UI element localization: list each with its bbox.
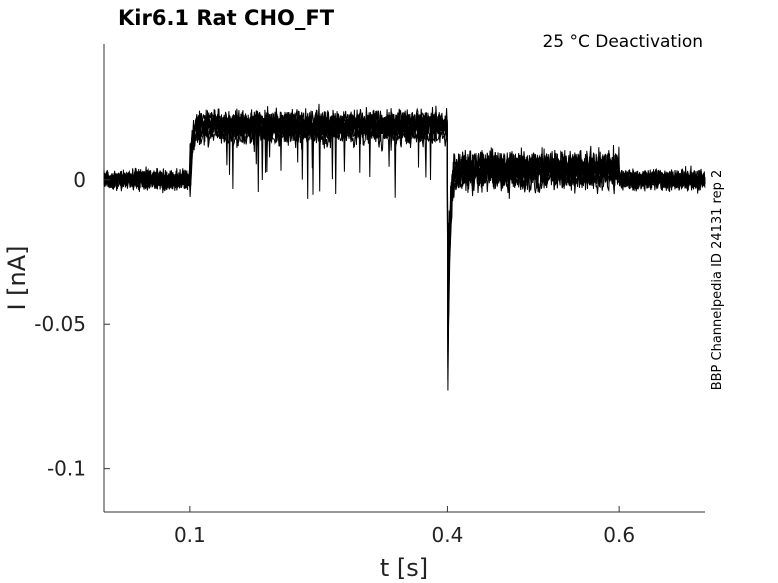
condition-annotation: 25 °C Deactivation	[542, 32, 703, 52]
x-axis-label: t [s]	[380, 554, 428, 582]
current-trace-1	[103, 110, 706, 391]
y-tick-label: -0.05	[34, 312, 86, 336]
channelpedia-id-label: BBP Channelpedia ID 24131 rep 2	[710, 170, 725, 391]
y-axis-ticks: 0 -0.05 -0.1	[34, 168, 110, 481]
plot-area: 0.1 0.4 0.6 0 -0.05 -0.1	[34, 44, 706, 547]
x-tick-label: 0.6	[603, 523, 635, 547]
y-tick-label: -0.1	[47, 457, 86, 481]
current-trace-10	[103, 107, 706, 313]
y-axis-label: I [nA]	[3, 245, 31, 310]
current-traces	[103, 103, 706, 391]
chart-title: Kir6.1 Rat CHO_FT	[118, 6, 335, 30]
x-axis-ticks: 0.1 0.4 0.6	[174, 506, 635, 547]
x-tick-label: 0.4	[432, 523, 464, 547]
current-trace-4	[103, 113, 706, 368]
y-tick-label: 0	[73, 168, 86, 192]
x-tick-label: 0.1	[174, 523, 206, 547]
current-trace-9	[103, 118, 706, 339]
